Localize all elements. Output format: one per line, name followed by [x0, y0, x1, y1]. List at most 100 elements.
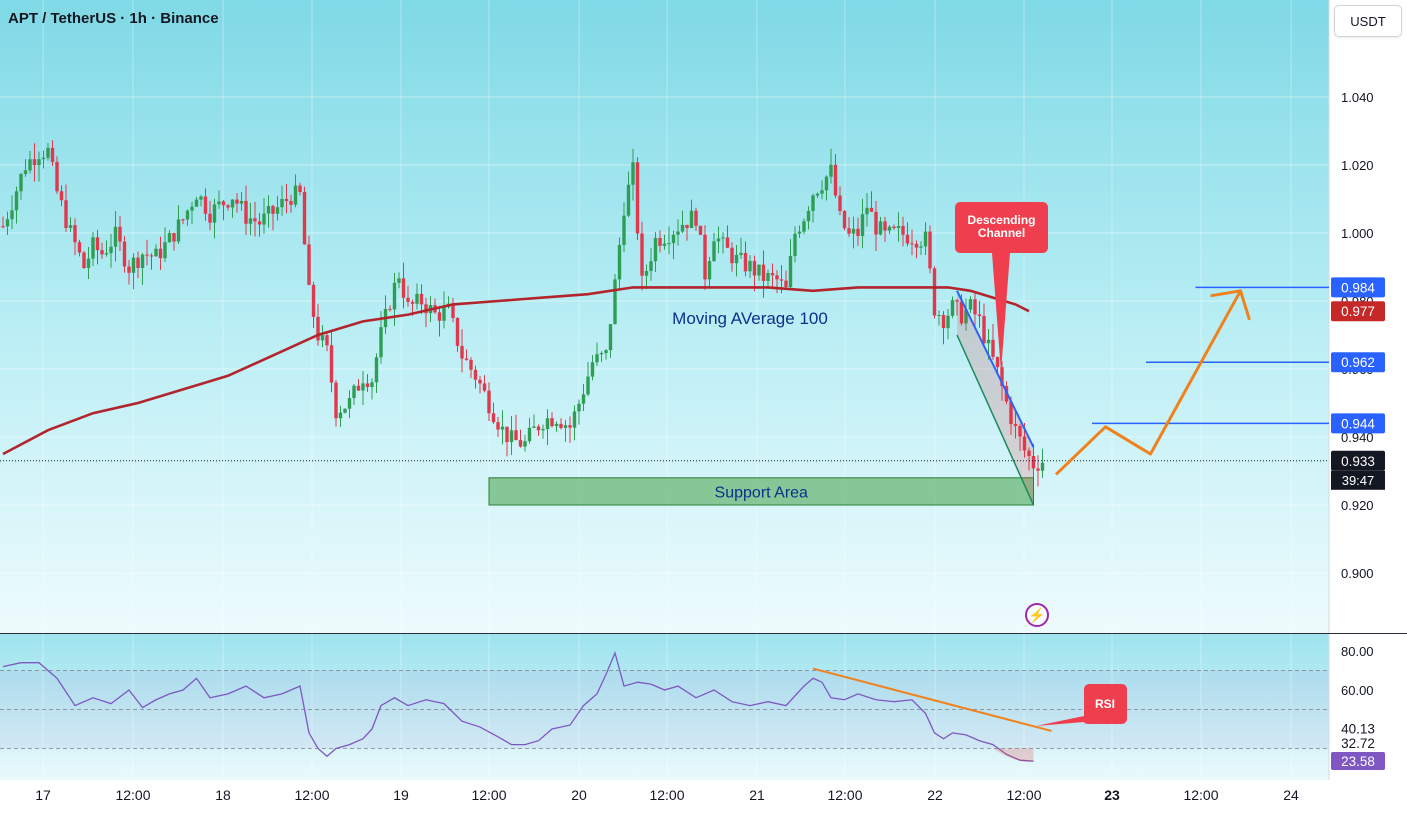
candle-body — [631, 162, 635, 185]
candle-body — [689, 210, 694, 229]
symbol-title[interactable]: APT / TetherUS · 1h · Binance — [8, 10, 219, 27]
candle-body — [343, 408, 347, 413]
candle-body — [590, 362, 595, 377]
rsi-axis[interactable]: 80.00 60.00 — [1341, 644, 1374, 698]
candle-body — [883, 221, 887, 231]
callout-line-1: Descending — [967, 213, 1035, 227]
countdown-text: 39:47 — [1342, 473, 1375, 488]
rsi-label-box — [1331, 719, 1385, 738]
candle-body — [500, 426, 505, 430]
time-tick-label: 21 — [749, 787, 765, 803]
candle-body — [149, 255, 154, 257]
rsi-oversold-fill — [993, 748, 1034, 762]
candle-body — [734, 254, 739, 264]
candle-body — [122, 241, 127, 267]
candle-body — [424, 304, 428, 314]
candle-body — [1018, 425, 1022, 437]
moving-average-line — [2, 286, 1030, 456]
candle-body — [856, 228, 860, 236]
candle-body — [482, 383, 487, 391]
candle-body — [320, 335, 325, 341]
candle-body — [455, 318, 460, 346]
time-tick-label: 12:00 — [827, 787, 862, 803]
candle-body — [55, 161, 59, 192]
candle-body — [329, 345, 334, 383]
candle-body — [568, 425, 572, 428]
lightning-icon[interactable]: ⚡ — [1025, 603, 1049, 627]
candle-body — [1036, 468, 1040, 471]
currency-button[interactable]: USDT — [1334, 5, 1402, 37]
candle-body — [613, 279, 617, 325]
candle-body — [703, 234, 707, 280]
support-area: Support Area — [488, 477, 1034, 506]
candle-body — [932, 268, 937, 316]
candle-body — [811, 195, 815, 211]
price-label-box — [1331, 277, 1385, 298]
candle-body — [221, 201, 226, 206]
candle-body — [532, 426, 536, 428]
price-tick-label: 0.900 — [1341, 566, 1374, 581]
candle-body — [775, 275, 779, 280]
time-tick-label: 12:00 — [294, 787, 329, 803]
candle-body — [788, 256, 793, 287]
candle-body — [536, 426, 541, 431]
time-tick-label: 22 — [927, 787, 943, 803]
callout-line-2: Channel — [978, 226, 1025, 240]
candle-body — [361, 383, 365, 391]
candle-body — [878, 221, 883, 235]
candle-body — [815, 193, 820, 196]
candle-body — [271, 206, 275, 214]
candle-body — [595, 354, 599, 363]
candle-body — [442, 307, 446, 321]
price-tick-label: 1.020 — [1341, 158, 1374, 173]
candle-body — [725, 237, 730, 248]
candle-body — [514, 430, 518, 441]
candle-body — [797, 231, 802, 234]
candle-body — [23, 170, 28, 175]
candle-body — [968, 299, 973, 310]
candle-body — [478, 379, 482, 384]
candle-body — [415, 293, 419, 304]
time-axis-background — [0, 780, 1407, 812]
candle-body — [181, 219, 185, 221]
candle-body — [167, 233, 172, 243]
candle-body — [604, 350, 608, 354]
candle-body — [977, 314, 982, 317]
time-tick-label: 17 — [35, 787, 51, 803]
candle-body — [73, 225, 77, 243]
candle-body — [163, 242, 167, 259]
candle-body — [874, 211, 878, 235]
candle-body — [347, 398, 352, 409]
candle-body — [1031, 456, 1036, 469]
candle-body — [154, 248, 158, 257]
candle-body — [946, 315, 950, 329]
candle-body — [392, 282, 397, 310]
candle-body — [172, 233, 176, 242]
candle-body — [716, 238, 721, 242]
time-axis[interactable]: 17 12:00 18 12:00 19 12:00 20 12:00 21 12:00 22 12:… — [35, 787, 1299, 803]
candle-body — [374, 357, 379, 383]
time-tick-label: 12:00 — [1183, 787, 1218, 803]
candle-body — [1022, 436, 1027, 451]
candle-body — [356, 385, 361, 391]
candle-body — [100, 250, 104, 255]
channel-fill — [957, 290, 1034, 505]
time-tick-label: 19 — [393, 787, 409, 803]
descending-channel-callout — [955, 202, 1048, 372]
candle-body — [923, 231, 928, 247]
candle-body — [833, 164, 838, 196]
candle-body — [59, 191, 64, 201]
candle-body — [86, 258, 91, 269]
candle-body — [770, 273, 775, 276]
candle-body — [941, 314, 946, 329]
candle-body — [311, 284, 316, 317]
candle-body — [253, 218, 257, 222]
candle-body — [928, 231, 932, 269]
candle-body — [554, 423, 559, 427]
candle-body — [905, 234, 910, 244]
candle-body — [581, 394, 586, 404]
support-area-label: Support Area — [715, 484, 809, 501]
candle-body — [32, 159, 37, 166]
candle-body — [955, 300, 959, 302]
